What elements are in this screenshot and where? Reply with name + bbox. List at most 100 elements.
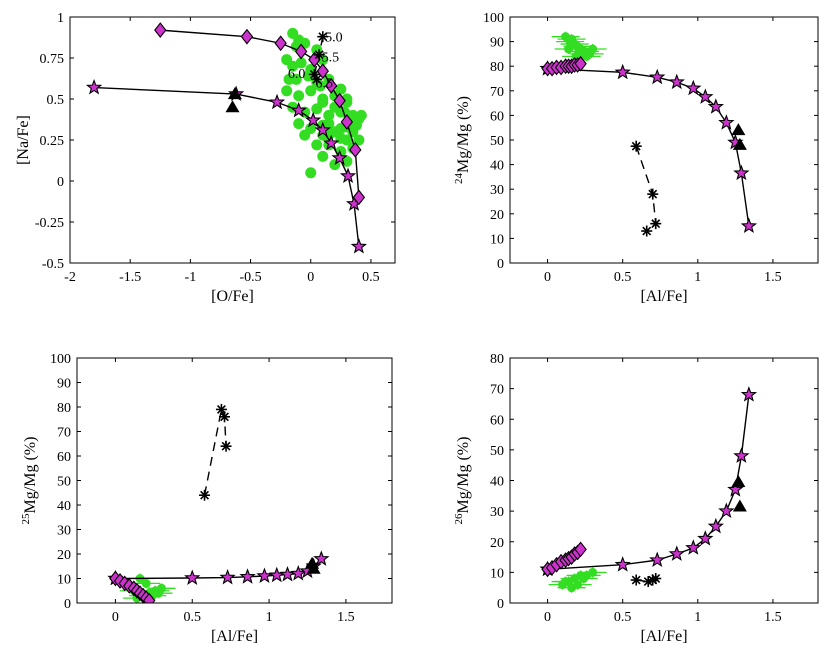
x-tick-label: 1.5 [337, 610, 355, 625]
series-triangles [305, 556, 321, 574]
y-tick-label: 70 [490, 85, 504, 100]
observed-point [355, 109, 367, 121]
star-track-point [268, 93, 286, 110]
observed-point [326, 126, 338, 138]
asterisks-line [203, 407, 227, 496]
x-tick-label: -1.5 [119, 270, 141, 285]
diamond-track-point [294, 43, 308, 60]
x-tick-label: 1.5 [764, 270, 782, 285]
y-tick-label: 50 [490, 134, 504, 149]
annotation-label: 5.0 [325, 31, 343, 46]
triangle-point [732, 137, 747, 150]
star-track-point [740, 217, 758, 234]
x-tick-label: 0.5 [183, 610, 201, 625]
asterisk-point [630, 574, 642, 586]
y-tick-label: 100 [50, 352, 71, 367]
asterisk-point [650, 218, 662, 230]
y-tick-label: 40 [57, 499, 71, 514]
triangle-point [227, 87, 242, 100]
diamond-track-point [240, 28, 254, 45]
x-tick-label: -0.5 [239, 270, 261, 285]
y-tick-label: 60 [57, 450, 71, 465]
series-diamond-track [541, 541, 587, 578]
y-axis-label: [Na/Fe] [15, 115, 32, 165]
y-tick-label: 30 [57, 524, 71, 539]
star-track-point [649, 551, 666, 568]
series-asterisks [630, 573, 662, 588]
panel-3: 0 0.5 1 1.5 0 10 20 30 40 50 60 70 80 90 100 [Al/Fe] 25M… [20, 352, 393, 645]
y-tick-label: 70 [490, 383, 504, 398]
star-track-point [290, 101, 307, 118]
y-tick-label: 50 [57, 475, 71, 490]
observed-point [572, 51, 601, 62]
star-track-point [697, 530, 714, 546]
observed-point [353, 134, 365, 146]
star-track-point [219, 568, 236, 585]
star-track-point [733, 447, 750, 463]
asterisks-line [635, 145, 657, 232]
series-asterisks [630, 140, 662, 237]
y-tick-label: 20 [490, 536, 504, 551]
triangle-point [225, 100, 240, 113]
star-track-point [350, 238, 368, 254]
y-tick-label: 0 [64, 597, 71, 612]
star-track-point [85, 78, 103, 95]
star-track-line [547, 67, 750, 227]
star-track-point [727, 481, 744, 497]
x-tick-label: 1 [266, 610, 273, 625]
x-tick-label: 0 [544, 610, 551, 625]
observed-point [314, 80, 326, 92]
y-tick-label: -0.25 [35, 216, 64, 231]
diamond-track-point [316, 63, 329, 80]
star-track-point [614, 63, 631, 80]
star-track-point [668, 545, 685, 561]
panel-2: 0 0.5 1 1.5 0 10 20 30 40 50 60 70 80 90 100 [Al/Fe] 24M… [453, 11, 819, 305]
observed-point [350, 119, 362, 131]
observed-point [317, 150, 329, 162]
star-track-point [733, 164, 750, 181]
y-axis-label: 24Mg/Mg (%) [453, 96, 472, 184]
triangle-point [731, 123, 746, 136]
x-tick-label: 1.5 [764, 610, 782, 625]
star-track-point [331, 149, 348, 165]
triangle-point [732, 499, 747, 512]
series-triangles [731, 475, 747, 512]
y-tick-label: 30 [490, 505, 504, 520]
star-track-point [614, 556, 631, 572]
x-axis-label: [O/Fe] [211, 288, 254, 305]
y-tick-label: 50 [490, 444, 504, 459]
star-track-point [239, 568, 256, 584]
x-tick-label: 0.5 [614, 610, 632, 625]
diamond-track-point [352, 189, 366, 206]
x-tick-label: 0.5 [362, 270, 380, 285]
y-tick-label: 40 [490, 475, 504, 490]
y-tick-label: 100 [483, 11, 504, 26]
x-tick-label: 0.5 [614, 270, 632, 285]
axes-frame [509, 16, 819, 264]
observed-point [295, 57, 307, 69]
y-tick-label: 20 [490, 208, 504, 223]
observed-point [551, 576, 580, 587]
series-star-track [85, 78, 368, 254]
diamond-track-point [333, 92, 346, 109]
observed-point [317, 54, 329, 66]
triangle-point [306, 561, 321, 574]
star-track-point [707, 517, 724, 534]
asterisk-point [317, 31, 329, 43]
diamond-track-point [340, 114, 354, 130]
y-tick-label: 10 [490, 232, 504, 247]
panel-1: -2 -1.5 -1 -0.5 0 0.5 -0.5 -0.25 0 0.25 0.5 0.75 1 [O… [15, 11, 396, 305]
observed-point [323, 118, 335, 130]
y-tick-label: 0.75 [40, 52, 65, 67]
star-track-point [707, 98, 724, 114]
observed-point [281, 85, 293, 97]
y-tick-label: 90 [57, 377, 71, 392]
observed-point [305, 167, 317, 179]
series-observed [548, 567, 607, 593]
star-track-point [184, 569, 201, 585]
series-star-track [539, 60, 758, 234]
y-tick-label: 0 [497, 597, 504, 612]
star-track-point [304, 111, 322, 128]
diamond-track-point [143, 592, 156, 603]
